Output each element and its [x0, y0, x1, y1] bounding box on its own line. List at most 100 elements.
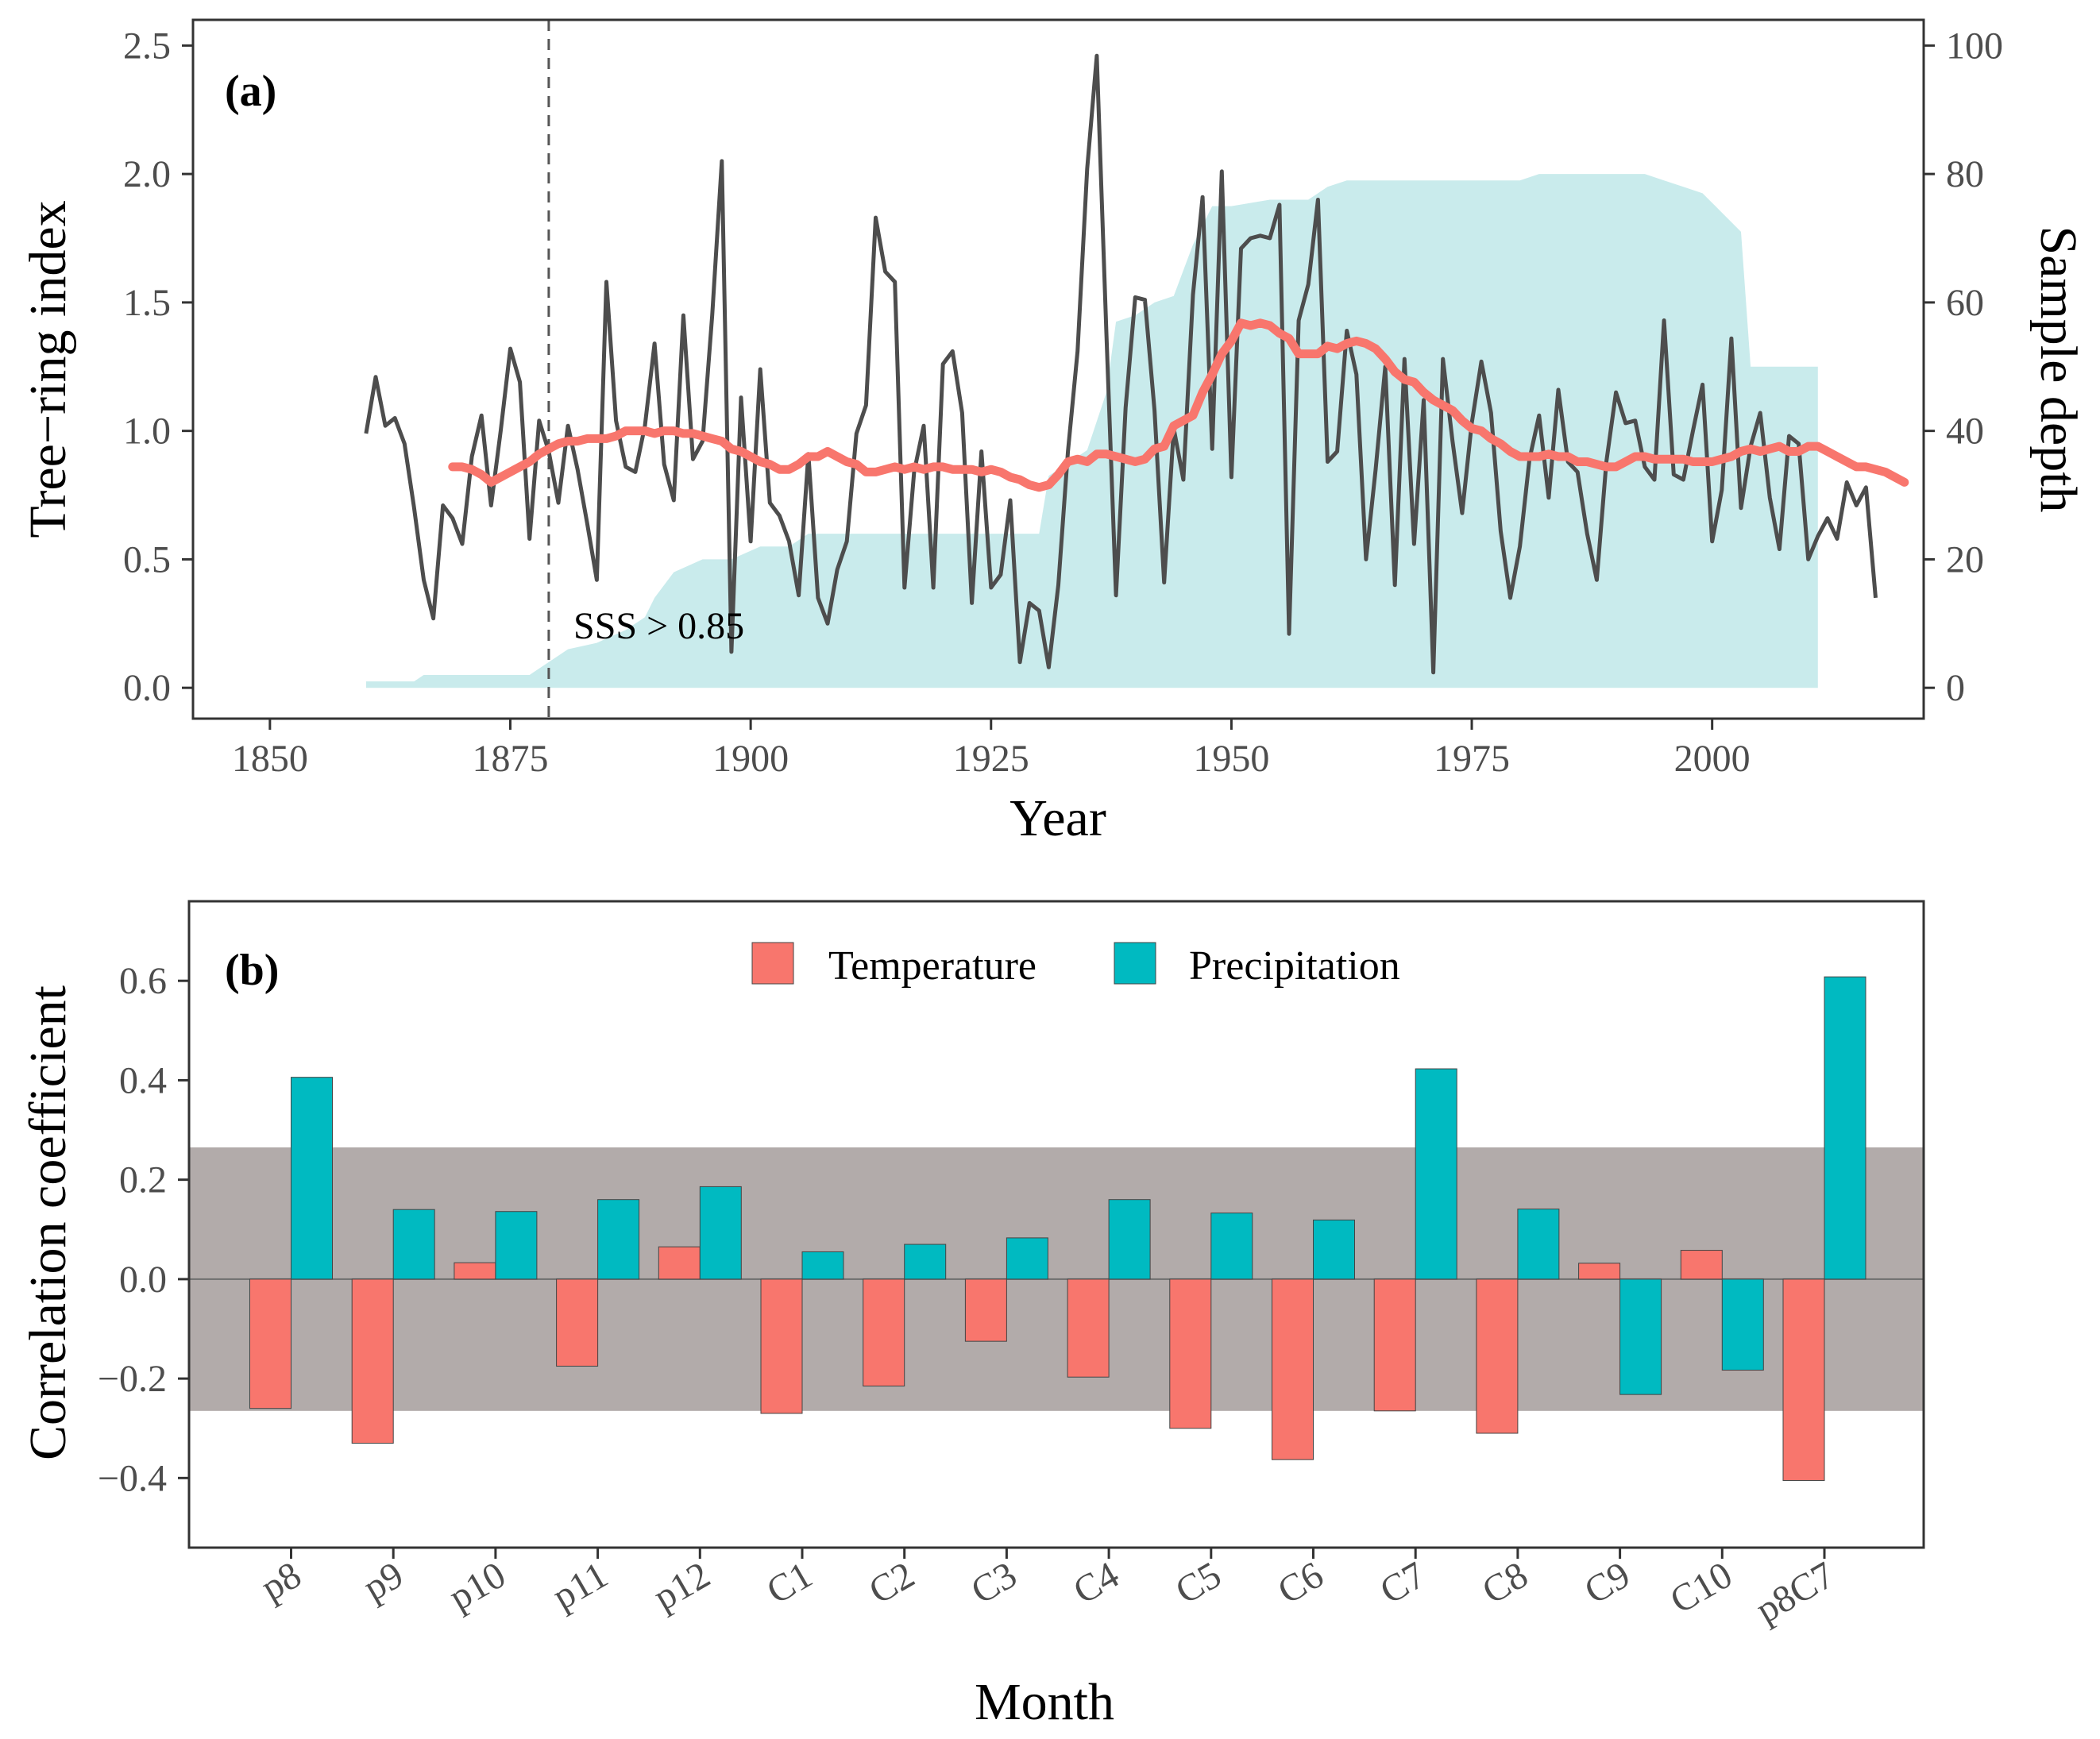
y-tick-label: 0.2 [119, 1159, 167, 1201]
x-tick-label: p12 [647, 1554, 717, 1619]
bar-precipitation-c1 [801, 1251, 844, 1280]
y2-tick-label: 40 [1946, 411, 1984, 453]
x-tick-label: 1925 [953, 738, 1029, 780]
bar-precipitation-p8c7 [1824, 976, 1866, 1280]
bar-precipitation-c6 [1313, 1219, 1355, 1280]
x-tick-label: C4 [1067, 1554, 1126, 1613]
y-tick-label: 2.0 [123, 153, 171, 195]
bar-precipitation-p8 [291, 1077, 333, 1280]
panel-b-x-axis-title: Month [975, 1673, 1114, 1731]
x-tick-label: C2 [862, 1554, 921, 1613]
smoothed-index-line [448, 318, 1909, 492]
bar-precipitation-c9 [1619, 1278, 1662, 1395]
x-tick-label: C5 [1168, 1554, 1228, 1613]
panel-b-correlation-chart: −0.4 −0.2 0.0 0.2 0.4 0.6 p8 p9 p10 p11 p12 C1 C2 C3… [19, 900, 1925, 1731]
x-tick-label: C1 [759, 1554, 819, 1613]
y-tick-label: 2.5 [123, 25, 171, 67]
y2-tick-label: 60 [1946, 282, 1984, 324]
bar-precipitation-c7 [1415, 1068, 1457, 1280]
index-series [364, 20, 1909, 719]
bar-temperature-c6 [1272, 1278, 1314, 1460]
x-tick-label: 1975 [1434, 738, 1510, 780]
bar-temperature-p12 [658, 1246, 701, 1280]
y-tick-label: 0.5 [123, 538, 171, 580]
y-tick-label: 0.0 [119, 1259, 167, 1301]
bar-precipitation-c3 [1006, 1237, 1048, 1280]
x-tick-label: p8C7 [1749, 1554, 1842, 1632]
x-tick-label: C7 [1373, 1554, 1433, 1613]
y-tick-label: −0.2 [98, 1358, 167, 1400]
y-tick-label: 0.6 [119, 960, 167, 1002]
legend-label-precipitation: Precipitation [1189, 943, 1400, 989]
panel-a-border [191, 18, 1925, 720]
panel-b-y-axis-title: Correlation coefficient [19, 985, 77, 1460]
bar-temperature-c1 [760, 1278, 803, 1414]
panel-a-label: (a) [225, 67, 276, 116]
bar-temperature-c7 [1373, 1278, 1416, 1412]
bar-precipitation-p10 [495, 1211, 538, 1280]
bar-precipitation-p11 [597, 1199, 640, 1280]
y2-tick-label: 100 [1946, 25, 2003, 67]
y-tick-label: −0.4 [98, 1457, 167, 1499]
bar-precipitation-c10 [1721, 1278, 1764, 1371]
y-tick-label: 1.0 [123, 411, 171, 453]
bar-precipitation-p9 [392, 1209, 435, 1280]
y2-axis-ticks: 0 20 40 60 80 100 [1924, 25, 2003, 709]
bar-temperature-c4 [1067, 1278, 1110, 1378]
x-axis-ticks: p8 p9 p10 p11 p12 C1 C2 C3 C4 C5 C6 C7 C8 C9 C10 p8C7 [254, 1548, 1842, 1632]
correlation-bars [249, 976, 1866, 1481]
y2-tick-label: 0 [1946, 667, 1965, 709]
y-tick-label: 0.4 [119, 1059, 167, 1101]
y-tick-label: 0.0 [123, 667, 171, 709]
panel-a-x-axis-title: Year [1009, 789, 1106, 847]
panel-b-border [187, 900, 1925, 1549]
x-axis-ticks: 1850 1875 1900 1925 1950 1975 2000 [232, 719, 1751, 780]
bar-precipitation-p12 [699, 1186, 742, 1280]
bar-temperature-c8 [1476, 1278, 1519, 1434]
x-tick-label: p11 [546, 1554, 615, 1618]
sss-threshold-annotation: SSS > 0.85 [573, 605, 744, 647]
panel-a-y2-axis-title: Sample depth [2029, 226, 2087, 512]
bar-temperature-c2 [863, 1278, 905, 1387]
x-tick-label: C3 [964, 1554, 1024, 1613]
x-tick-label: 1950 [1193, 738, 1269, 780]
x-tick-label: C10 [1663, 1554, 1739, 1622]
bar-precipitation-c8 [1517, 1209, 1560, 1280]
y-axis-ticks: 0.0 0.5 1.0 1.5 2.0 2.5 [123, 25, 193, 709]
bar-temperature-p11 [556, 1278, 599, 1367]
y-axis-ticks: −0.4 −0.2 0.0 0.2 0.4 0.6 [98, 960, 189, 1499]
legend-label-temperature: Temperature [828, 943, 1036, 989]
bar-temperature-c10 [1680, 1250, 1723, 1280]
panel-a-tree-ring-chart: 1850 1875 1900 1925 1950 1975 2000 0.0 0.5 1.0 1.… [19, 18, 2087, 847]
x-tick-label: 1850 [232, 738, 308, 780]
x-tick-label: C6 [1271, 1554, 1330, 1613]
bar-temperature-p8c7 [1782, 1278, 1825, 1481]
x-tick-label: 1900 [712, 738, 789, 780]
x-tick-label: 1875 [472, 738, 548, 780]
bar-temperature-p9 [351, 1278, 394, 1444]
x-tick-label: C9 [1577, 1554, 1637, 1613]
bar-precipitation-c2 [904, 1244, 947, 1280]
y2-tick-label: 80 [1946, 153, 1984, 195]
bar-temperature-p10 [454, 1262, 496, 1280]
y2-tick-label: 20 [1946, 538, 1984, 580]
x-tick-label: C8 [1475, 1554, 1534, 1613]
bar-precipitation-c5 [1210, 1213, 1253, 1280]
x-tick-label: p9 [357, 1554, 411, 1610]
bar-temperature-c5 [1169, 1278, 1212, 1429]
tree-ring-index-line [364, 53, 1878, 675]
bar-temperature-p8 [249, 1278, 291, 1409]
panel-b-label: (b) [225, 946, 279, 995]
bar-temperature-c9 [1578, 1263, 1621, 1280]
legend-swatch-precipitation [1114, 942, 1156, 985]
x-tick-label: 2000 [1674, 738, 1751, 780]
bar-precipitation-c4 [1108, 1199, 1151, 1280]
y-tick-label: 1.5 [123, 282, 171, 324]
bar-temperature-c3 [964, 1278, 1007, 1342]
panel-a-y-axis-title: Tree−ring index [19, 200, 77, 538]
legend: Temperature Precipitation [751, 942, 1400, 989]
x-tick-label: p8 [254, 1554, 308, 1610]
legend-swatch-temperature [751, 942, 794, 985]
x-tick-label: p10 [442, 1554, 513, 1619]
